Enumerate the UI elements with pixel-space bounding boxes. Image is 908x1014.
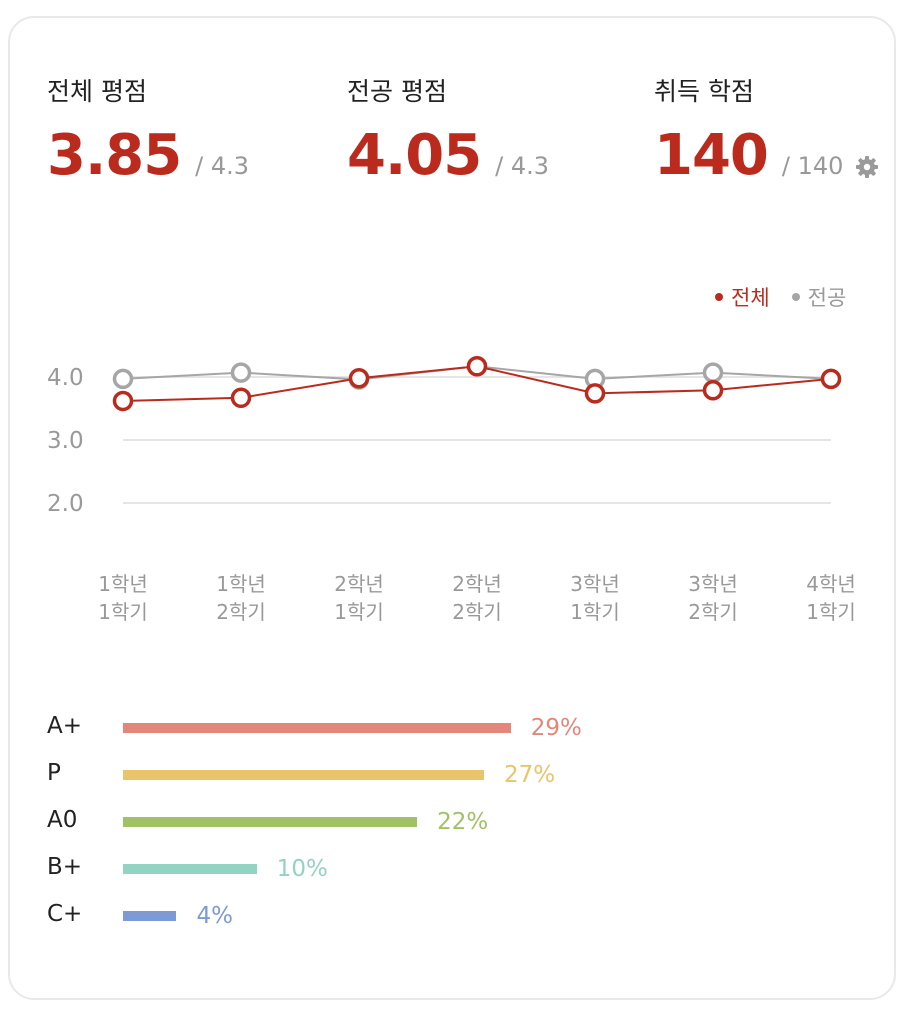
x-tick-label: 3학년: [570, 572, 620, 596]
data-point-overall: [466, 356, 488, 377]
data-point-overall: [702, 379, 724, 401]
data-point-major: [230, 362, 252, 383]
earned-credits-max: / 140: [781, 152, 844, 180]
major-gpa-value: 4.05: [347, 123, 482, 188]
grade-bar: [123, 817, 418, 827]
overall-gpa-value: 3.85: [47, 123, 182, 188]
grade-row: A0 22%: [47, 800, 647, 847]
grade-percent: 27%: [503, 762, 556, 788]
grade-label: P: [47, 760, 61, 786]
grade-row: A+ 29%: [47, 706, 647, 753]
x-tick-label: 2학기: [688, 600, 738, 624]
x-tick-label: 1학기: [98, 600, 148, 624]
x-tick-label: 1학년: [216, 572, 266, 596]
x-tick-label: 1학기: [806, 600, 856, 624]
grade-bar: [123, 770, 484, 780]
legend-dot-overall: [715, 293, 723, 301]
legend-item-overall[interactable]: 전체: [715, 282, 770, 312]
grade-percent: 22%: [437, 809, 489, 835]
x-tick-label: 3학년: [688, 572, 738, 596]
grade-percent: 4%: [196, 903, 233, 929]
grade-percent: 29%: [530, 715, 582, 741]
major-gpa: 전공 평점 4.05 / 4.3: [347, 74, 549, 188]
x-tick-label: 2학년: [334, 572, 384, 596]
data-point-overall: [820, 368, 842, 390]
overall-gpa-label: 전체 평점: [47, 77, 147, 106]
x-tick-label: 1학년: [98, 572, 148, 596]
x-tick-label: 2학기: [216, 600, 266, 624]
major-gpa-max: / 4.3: [495, 152, 550, 180]
grade-row: P 27%: [47, 753, 647, 800]
x-tick-label: 2학기: [452, 600, 502, 624]
data-point-major: [112, 368, 134, 390]
x-tick-label: 1학기: [570, 600, 620, 624]
gear-icon[interactable]: [855, 155, 879, 179]
grade-label: A0: [47, 807, 78, 833]
x-tick-label: 4학년: [806, 572, 856, 596]
x-tick-label: 1학기: [334, 600, 384, 624]
y-tick-label: 4.0: [47, 365, 84, 391]
grade-bar: [123, 911, 177, 921]
earned-credits: 취득 학점 140 / 140: [654, 74, 879, 188]
data-point-overall: [230, 387, 252, 409]
grade-row: B+ 10%: [47, 847, 647, 894]
legend-label-overall: 전체: [731, 286, 770, 310]
earned-credits-value: 140: [654, 123, 769, 188]
data-point-overall: [348, 368, 370, 389]
overall-gpa: 전체 평점 3.85 / 4.3: [47, 74, 249, 188]
data-point-overall: [112, 390, 134, 412]
data-point-major: [702, 362, 724, 383]
x-tick-label: 2학년: [452, 572, 502, 596]
grade-label: C+: [47, 901, 83, 927]
grade-bar: [123, 864, 257, 874]
y-tick-label: 3.0: [47, 428, 84, 454]
chart-legend: 전체 전공: [715, 282, 846, 312]
y-tick-label: 2.0: [47, 491, 84, 517]
overall-gpa-max: / 4.3: [195, 152, 250, 180]
legend-label-major: 전공: [807, 286, 847, 310]
grade-distribution: A+ 29% P 27% A0 22% B+ 10% C+ 4%: [47, 706, 647, 941]
legend-item-major[interactable]: 전공: [791, 282, 847, 312]
grade-label: A+: [47, 713, 83, 739]
grade-label: B+: [47, 854, 83, 880]
earned-credits-label: 취득 학점: [654, 77, 754, 106]
major-gpa-label: 전공 평점: [347, 77, 447, 106]
gpa-trend-chart: 4.0 3.0 2.0 1학년 1학기 1학년 2학기 2학년 1학기 2학년 2학기 3학년 1학기 3…: [47, 356, 856, 624]
grade-summary-card: [8, 16, 896, 1000]
legend-dot-major: [791, 293, 800, 301]
grade-row: C+ 4%: [47, 894, 647, 941]
grade-percent: 10%: [276, 856, 328, 882]
data-point-overall: [584, 383, 606, 404]
grade-bar: [123, 723, 511, 733]
